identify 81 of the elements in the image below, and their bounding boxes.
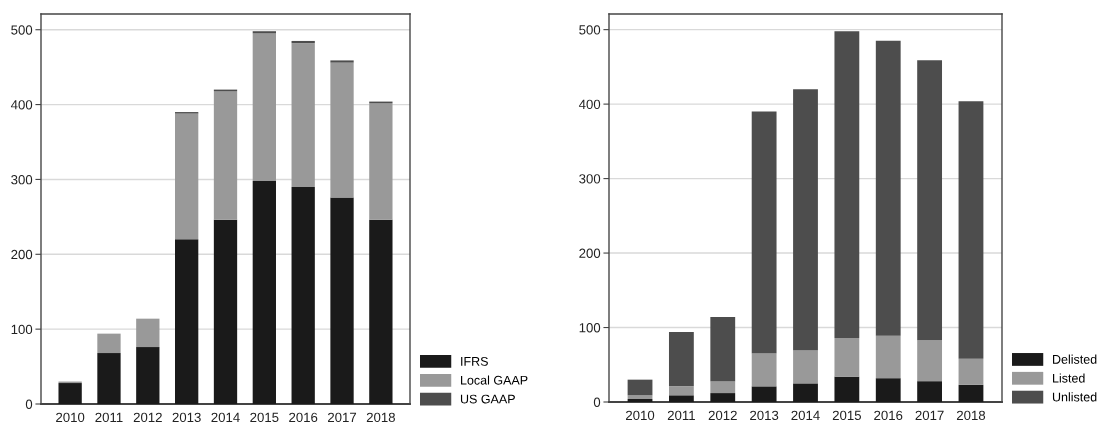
legend-label: IFRS	[461, 356, 488, 366]
x-tick-label: 2010	[626, 410, 655, 421]
bar	[97, 333, 121, 354]
bar	[668, 395, 694, 402]
bar	[834, 31, 860, 338]
bar	[875, 40, 901, 336]
x-tick-label: 2013	[750, 410, 779, 421]
x-tick-label: 2015	[832, 410, 861, 421]
bar	[917, 60, 943, 341]
x-tick-label: 2010	[56, 412, 85, 423]
y-tick-label: 100	[579, 323, 601, 333]
bar	[369, 219, 393, 404]
bar	[252, 180, 276, 404]
bar	[710, 381, 736, 394]
bar	[627, 395, 653, 400]
bar	[710, 393, 736, 402]
x-tick-label: 2018	[366, 412, 395, 423]
y-tick-label: 300	[579, 174, 601, 184]
y-tick-label: 400	[10, 100, 33, 110]
bar	[369, 103, 393, 220]
bar	[136, 347, 160, 404]
y-tick-label: 500	[579, 25, 601, 35]
y-tick-label: 0	[25, 399, 33, 409]
bar	[793, 89, 818, 351]
bar	[291, 43, 315, 187]
bar	[627, 379, 653, 396]
x-tick-label: 2018	[956, 410, 986, 421]
bar	[175, 239, 199, 404]
x-tick-label: 2017	[328, 412, 357, 423]
x-tick-label: 2017	[915, 410, 944, 421]
bar	[751, 386, 777, 402]
bar	[213, 91, 238, 220]
x-tick-label: 2011	[95, 412, 123, 423]
x-tick-label: 2014	[791, 410, 820, 421]
bar	[958, 384, 984, 402]
y-tick-label: 400	[578, 99, 601, 110]
x-tick-label: 2011	[667, 410, 695, 421]
legend-label: Listed	[1053, 373, 1085, 383]
legend-label: Local GAAP	[461, 375, 528, 385]
bar	[58, 383, 82, 404]
y-tick-label: 0	[593, 397, 601, 407]
bar	[252, 33, 276, 181]
bar	[875, 335, 901, 379]
x-tick-label: 2012	[133, 412, 162, 423]
legend-label: Unlisted	[1052, 392, 1097, 402]
bar	[627, 399, 653, 402]
bar	[793, 383, 818, 402]
bar	[751, 353, 777, 387]
x-tick-label: 2015	[250, 412, 279, 423]
bar	[834, 337, 860, 377]
bar	[875, 378, 901, 402]
legend-label: Delisted	[1053, 354, 1097, 364]
bar	[668, 332, 694, 387]
bar	[917, 381, 943, 402]
bar	[793, 350, 818, 384]
y-tick-label: 100	[11, 324, 33, 335]
bar	[958, 358, 984, 385]
bar	[834, 376, 860, 402]
bar	[330, 62, 354, 198]
bar	[668, 386, 694, 396]
bar	[330, 60, 354, 63]
x-tick-label: 2014	[211, 412, 240, 423]
x-tick-label: 2016	[289, 412, 318, 423]
bar	[291, 186, 315, 404]
y-tick-label: 500	[11, 25, 33, 35]
bar	[175, 113, 199, 240]
bar	[97, 353, 121, 404]
bar	[330, 197, 354, 404]
bar	[710, 317, 736, 382]
x-tick-label: 2012	[708, 410, 737, 421]
bar	[136, 318, 160, 348]
x-tick-label: 2013	[172, 412, 201, 423]
legend-label: US GAAP	[460, 394, 515, 404]
y-tick-label: 200	[11, 249, 33, 260]
y-tick-label: 200	[579, 248, 601, 258]
bar	[213, 219, 238, 404]
x-tick-label: 2016	[874, 410, 903, 421]
bar	[917, 340, 943, 382]
bar	[958, 101, 984, 359]
bar	[751, 111, 777, 354]
y-tick-label: 300	[11, 175, 33, 185]
